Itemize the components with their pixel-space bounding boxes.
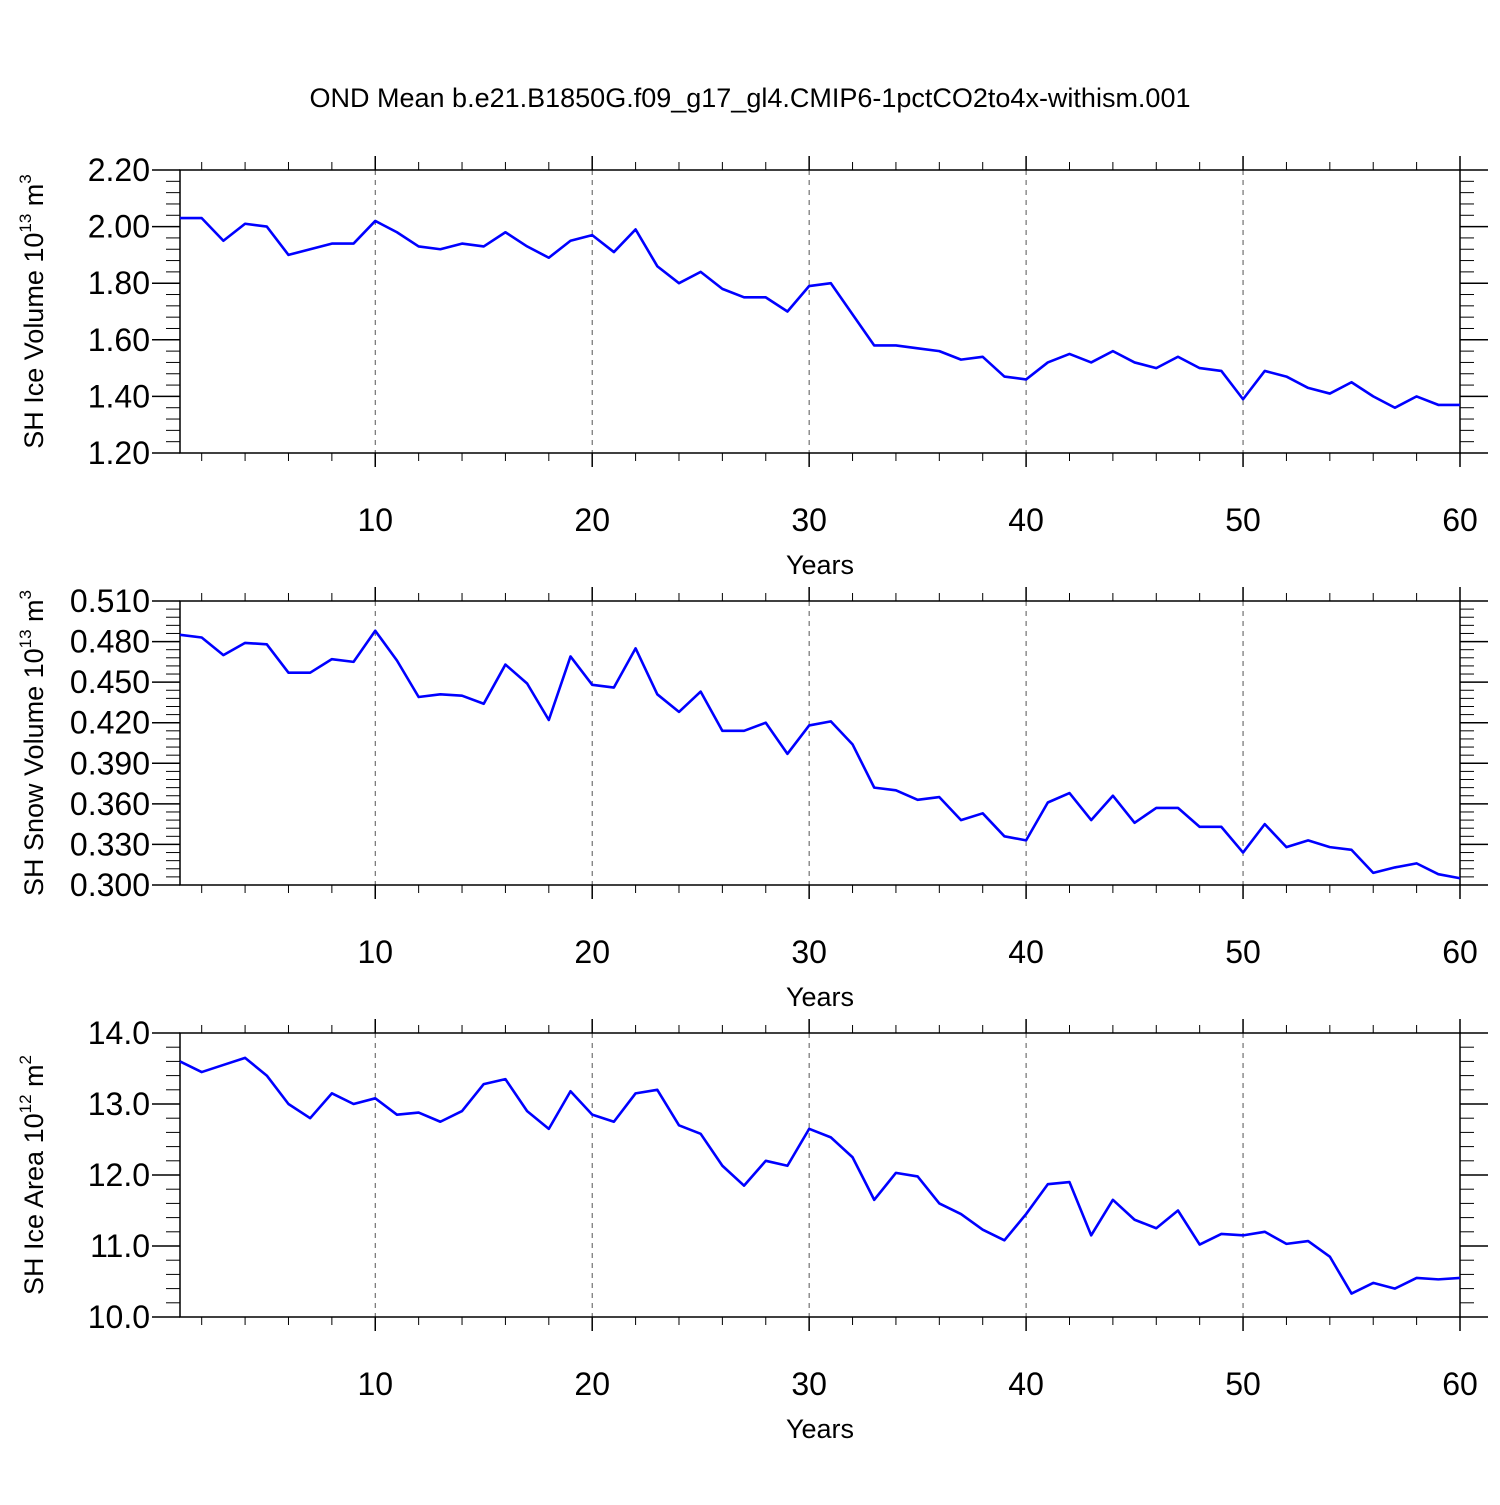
y-tick-label: 0.420	[70, 705, 150, 741]
y-axis-title: SH Snow Volume 1013 m3	[16, 590, 49, 896]
y-axis-title: SH Ice Area 1012 m2	[16, 1055, 49, 1295]
y-tick-label: 10.0	[88, 1299, 150, 1335]
y-tick-label: 13.0	[88, 1086, 150, 1122]
plot-frame	[179, 169, 1461, 454]
x-tick-label: 50	[1225, 1366, 1261, 1402]
x-tick-label: 30	[791, 934, 827, 970]
y-tick-label: 0.510	[70, 583, 150, 619]
panel-ice-area: 10.0 11.0 12.0 13.0 14.0 10 20 30 40 50 60 Years SH …	[16, 1015, 1488, 1444]
y-tick-label: 1.20	[88, 435, 150, 471]
x-tick-label: 10	[357, 934, 393, 970]
x-axis-title: Years	[786, 982, 854, 1012]
main-title: OND Mean b.e21.B1850G.f09_g17_gl4.CMIP6-…	[310, 83, 1191, 113]
y-tick-label: 14.0	[88, 1015, 150, 1051]
y-tick-label: 1.40	[88, 378, 150, 414]
x-tick-label: 20	[574, 1366, 610, 1402]
x-tick-label: 60	[1442, 502, 1478, 538]
x-tick-label: 60	[1442, 934, 1478, 970]
y-tick-label: 0.390	[70, 745, 150, 781]
y-tick-label: 0.480	[70, 624, 150, 660]
y-axis-unit: m	[19, 1064, 49, 1094]
y-tick-label: 0.330	[70, 826, 150, 862]
y-tick-label: 1.80	[88, 265, 150, 301]
x-axis-title: Years	[786, 1414, 854, 1444]
series-line-ice-volume	[180, 216, 1460, 410]
x-tick-label: 20	[574, 502, 610, 538]
y-axis-exponent: 12	[16, 1094, 35, 1113]
y-axis-title: SH Ice Volume 1013 m3	[16, 174, 49, 449]
y-tick-label: 0.450	[70, 664, 150, 700]
x-tick-label: 40	[1008, 934, 1044, 970]
plot-frame	[179, 600, 1461, 886]
y-tick-label: 1.60	[88, 322, 150, 358]
x-tick-label: 40	[1008, 1366, 1044, 1402]
x-tick-label: 10	[357, 502, 393, 538]
y-axis-unit: m	[19, 184, 49, 214]
plot-frame	[179, 1032, 1461, 1318]
y-axis-exponent: 13	[16, 214, 35, 233]
x-tick-label: 10	[357, 1366, 393, 1402]
panel-ice-volume: 1.20 1.40 1.60 1.80 2.00 2.20 10 20 30 40 50 60 Year…	[16, 152, 1488, 580]
y-tick-label: 0.300	[70, 867, 150, 903]
x-axis-title: Years	[786, 550, 854, 580]
y-axis-exponent: 13	[16, 629, 35, 648]
y-axis-unit: m	[19, 599, 49, 629]
x-tick-label: 50	[1225, 934, 1261, 970]
y-tick-label: 2.00	[88, 209, 150, 245]
y-tick-label: 11.0	[90, 1228, 150, 1264]
x-tick-label: 20	[574, 934, 610, 970]
y-tick-label: 0.360	[70, 786, 150, 822]
y-axis-title-group: SH Ice Volume 1013 m3	[16, 174, 49, 449]
x-tick-label: 40	[1008, 502, 1044, 538]
y-tick-label: 12.0	[88, 1157, 150, 1193]
y-axis-unit-exponent: 3	[16, 590, 35, 599]
panel-snow-volume: 0.300 0.330 0.360 0.390 0.420 0.450 0.480 0.510…	[16, 583, 1488, 1012]
y-axis-unit-exponent: 3	[16, 174, 35, 183]
x-tick-label: 30	[791, 502, 827, 538]
x-tick-label: 50	[1225, 502, 1261, 538]
series-line-ice-area	[179, 1056, 1461, 1295]
y-axis-label: SH Snow Volume 10	[19, 648, 49, 896]
x-tick-label: 60	[1442, 1366, 1478, 1402]
y-tick-label: 2.20	[88, 152, 150, 188]
y-axis-label: SH Ice Volume 10	[19, 233, 49, 449]
x-tick-label: 30	[791, 1366, 827, 1402]
y-axis-title-group: SH Ice Area 1012 m2	[16, 1055, 49, 1295]
y-axis-title-group: SH Snow Volume 1013 m3	[16, 590, 49, 896]
y-axis-unit-exponent: 2	[16, 1055, 35, 1064]
y-axis-label: SH Ice Area 10	[19, 1113, 49, 1295]
series-line-snow-volume	[179, 629, 1461, 880]
